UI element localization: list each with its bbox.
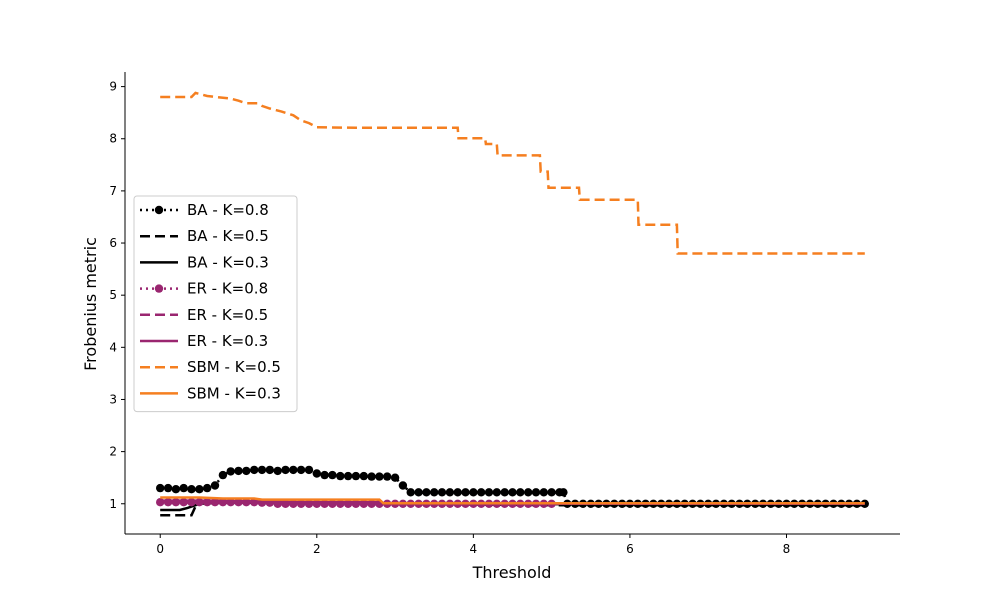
series-point-0 [531,488,541,497]
series-point-0 [265,465,274,475]
axes: 0 2 4 6 8 1 2 3 4 5 6 7 8 9 [109,72,900,556]
series-point-0 [359,471,368,481]
legend-label-5: ER - K=0.3 [187,332,268,350]
legend-marker-0 [154,205,164,215]
y-tick-label: 4 [109,340,117,354]
series-point-0 [304,465,314,475]
legend-label-0: BA - K=0.8 [187,201,269,219]
series-line-6 [160,91,865,255]
series-point-0 [414,488,423,497]
legend-label-7: SBM - K=0.3 [187,384,281,402]
series-point-0 [484,488,494,497]
series-point-0 [218,470,228,480]
legend: BA - K=0.8 BA - K=0.5 BA - K=0.3 ER - K=0.8… [133,195,298,413]
legend-box [133,195,298,413]
series-point-0 [383,472,392,481]
series-point-0 [312,469,321,478]
series-point-0 [437,488,447,497]
series-point-0 [257,465,267,475]
series-point-0 [163,483,173,493]
legend-marker-3 [154,284,164,293]
series-point-0 [320,470,329,480]
x-tick-label: 8 [783,542,791,556]
series-point-0 [524,488,533,497]
series-point-0 [469,488,478,497]
y-axis-label: Frobenius metric [81,237,100,371]
series-point-0 [242,466,251,476]
x-tick-label: 6 [626,542,634,556]
series-point-0 [210,481,220,490]
series-point-0 [453,488,462,497]
series-point-0 [367,472,376,481]
series-point-0 [296,465,306,475]
series-point-0 [328,470,337,480]
x-tick-label: 4 [470,542,478,556]
y-tick-label: 6 [109,236,117,250]
series-point-0 [171,485,181,494]
series-point-0 [461,488,470,497]
y-tick-label: 2 [109,445,117,459]
y-tick-label: 3 [109,392,117,406]
x-axis-label: Threshold [472,563,552,582]
series-point-0 [179,483,188,493]
series-group [156,91,869,517]
series-point-0 [273,466,282,476]
series-point-0 [375,472,384,481]
series-point-0 [477,488,486,497]
series-point-0 [250,465,259,475]
series-point-0 [234,466,243,476]
series-point-0 [445,488,455,497]
series-point-0 [406,488,415,497]
series-point-0 [492,488,501,497]
series-point-0 [351,471,361,481]
x-tick-label: 0 [156,542,164,556]
series-point-0 [203,483,212,493]
legend-label-3: ER - K=0.8 [187,280,268,298]
series-point-0 [195,485,204,494]
series-point-0 [187,485,196,494]
series-point-0 [422,488,431,497]
y-tick-label: 9 [109,80,117,94]
series-point-0 [398,481,408,490]
series-point-0 [547,488,556,497]
legend-label-2: BA - K=0.3 [187,253,269,271]
series-point-0 [516,488,525,497]
series-point-0 [226,467,235,476]
series-point-0 [508,488,517,497]
y-tick-label: 1 [109,497,117,511]
legend-label-4: ER - K=0.5 [187,306,268,324]
series-point-0 [430,488,439,497]
series-point-0 [156,483,165,493]
series-point-0 [336,471,345,481]
series-point-0 [500,488,509,497]
y-tick-label: 5 [109,288,117,302]
y-tick-label: 8 [109,132,117,146]
series-point-0 [281,465,290,475]
series-point-0 [390,473,400,482]
series-point-0 [539,488,548,497]
series-line-7 [160,496,865,505]
y-tick-label: 7 [109,184,117,198]
series-point-0 [559,488,568,497]
series-point-0 [343,471,353,481]
x-tick-label: 2 [313,542,321,556]
legend-label-6: SBM - K=0.5 [187,358,281,376]
series-point-0 [289,465,298,475]
legend-label-1: BA - K=0.5 [187,227,269,245]
